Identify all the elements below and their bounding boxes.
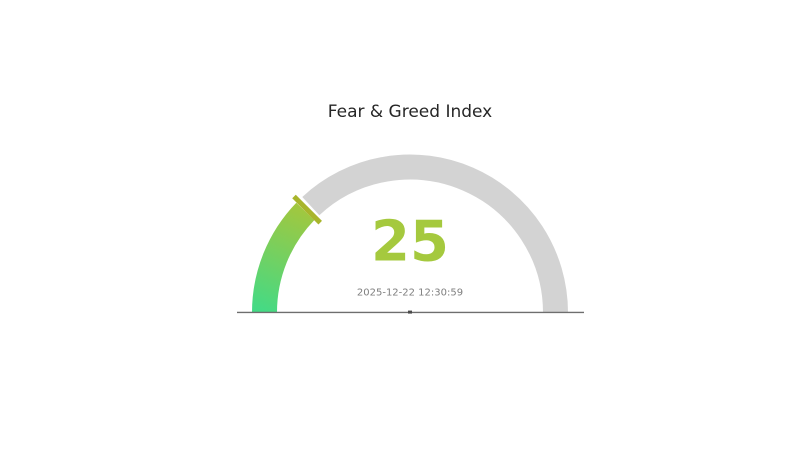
chart-title: Fear & Greed Index [327,102,493,122]
gauge-track-arc [302,154,568,313]
gauge-value: 25 [371,209,449,275]
gauge-timestamp: 2025-12-22 12:30:59 [356,287,464,299]
gauge-value-arc [251,202,315,313]
gauge-threshold-tick-icon [292,194,322,225]
gauge-center-mark [408,310,412,314]
